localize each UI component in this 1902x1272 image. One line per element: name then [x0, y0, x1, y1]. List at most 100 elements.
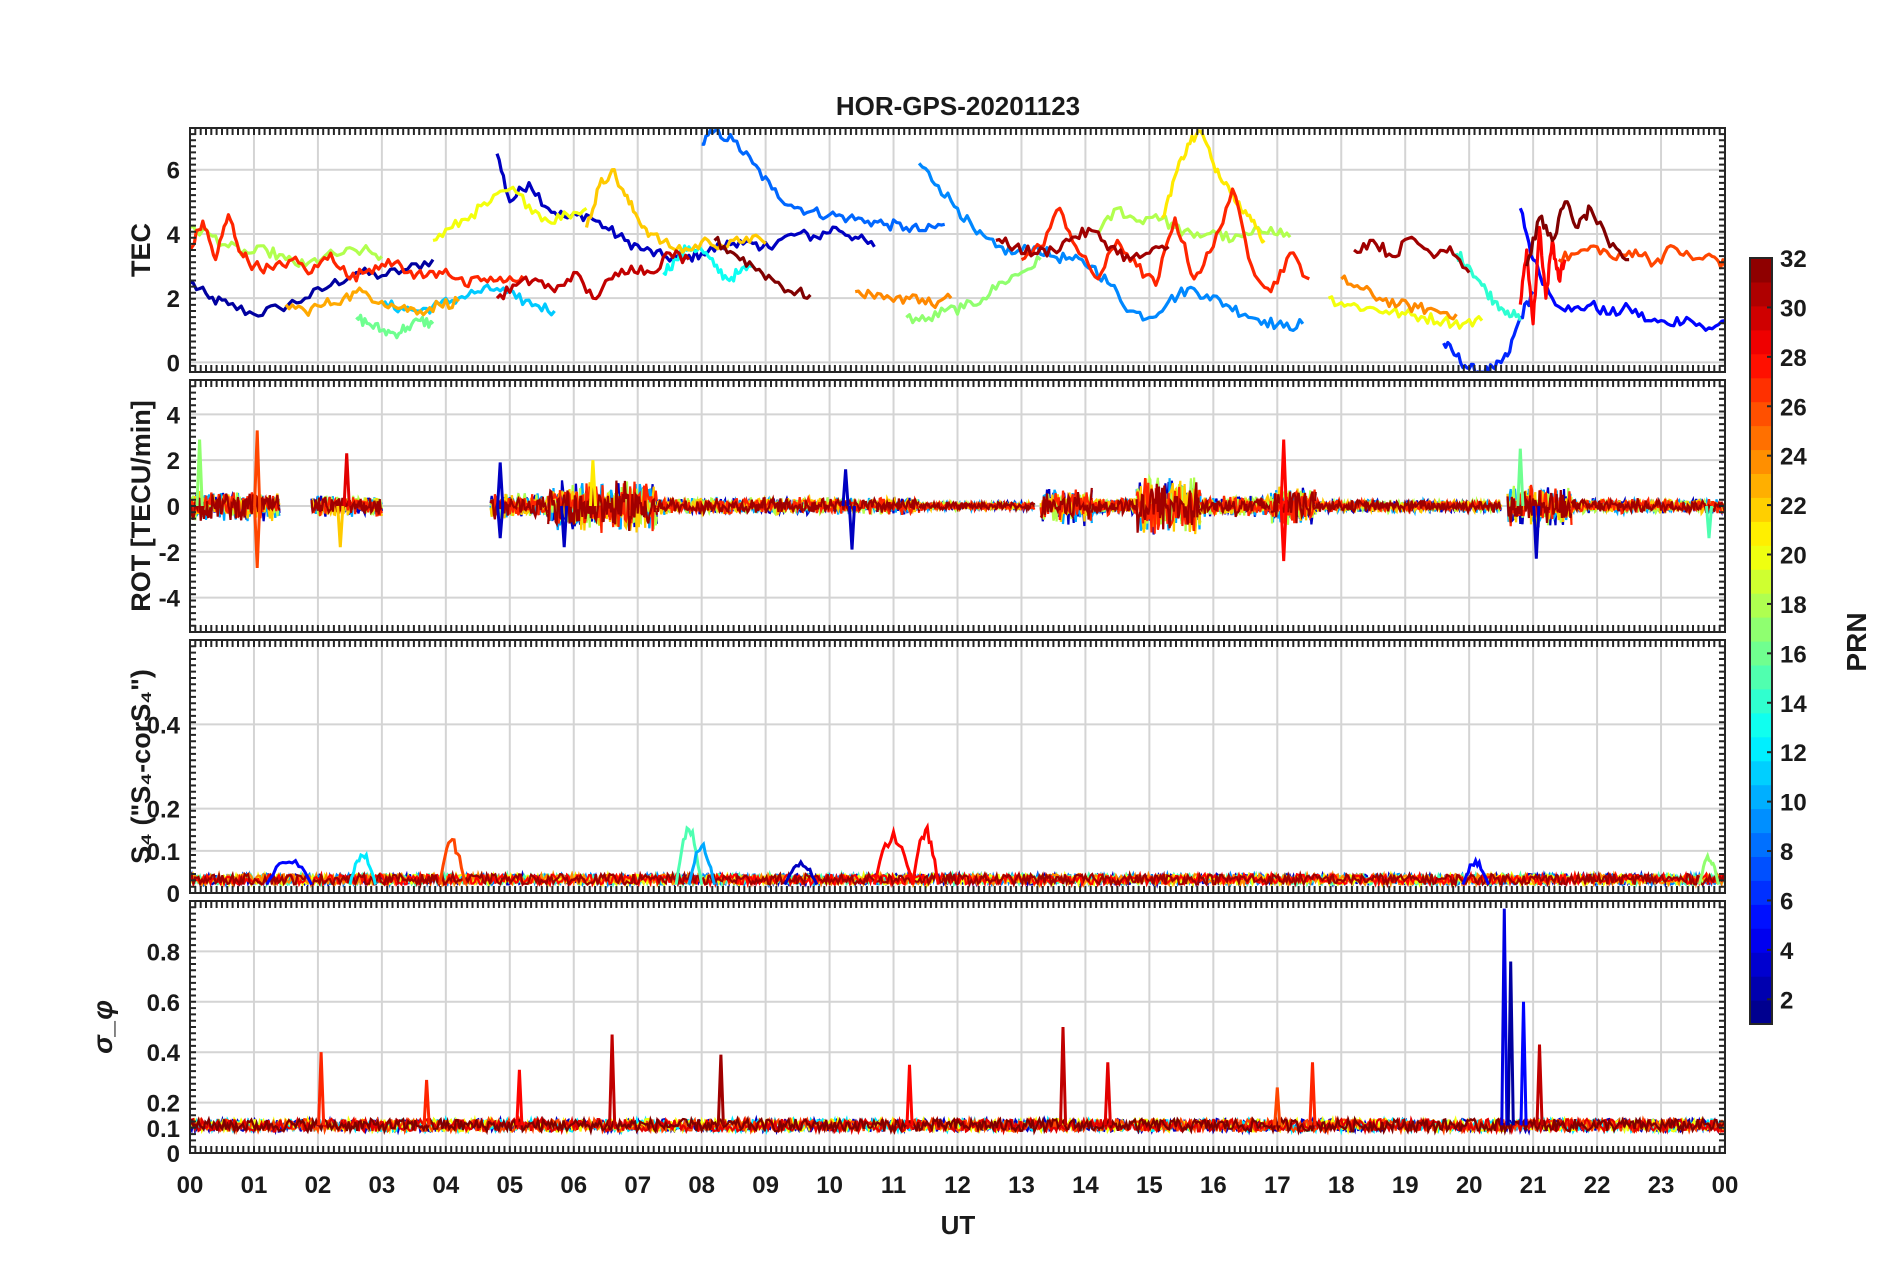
rot-burst-prn-31: [1570, 496, 1725, 516]
x-tick-label: 22: [1584, 1172, 1611, 1199]
y-tick-label: 0: [167, 1141, 180, 1168]
series-line-prn-5: [1518, 207, 1725, 332]
spike-prn-30: [1535, 1044, 1544, 1126]
colorbar-band: [1750, 808, 1772, 834]
spike-prn-2: [1506, 961, 1515, 1126]
rot-burst-prn-31: [1199, 497, 1272, 518]
x-tick-label: 16: [1200, 1172, 1227, 1199]
y-axis-label: σ_φ: [87, 1000, 118, 1054]
colorbar-band: [1750, 401, 1772, 427]
rot-burst-prn-27: [1199, 494, 1272, 517]
y-tick-label: 0.2: [147, 797, 180, 824]
colorbar-band: [1750, 976, 1772, 1001]
y-minor-ticks: [190, 379, 1725, 633]
colorbar-tick-label: 16: [1780, 641, 1807, 668]
x-tick-label: 06: [560, 1172, 587, 1199]
spike-prn-16: [1516, 448, 1525, 507]
colorbar-band: [1750, 784, 1772, 810]
colorbar-band: [1750, 832, 1772, 857]
colorbar-tick-label: 14: [1780, 691, 1807, 718]
s4-bump-prn-10: [687, 840, 716, 885]
plot-area-sigma_phi: [190, 908, 1725, 1136]
colorbar-tick-label: 24: [1780, 444, 1807, 471]
series-line-prn-22: [584, 168, 767, 254]
colorbar-band: [1750, 258, 1772, 283]
sigma-trace-prn-32: [190, 1114, 1725, 1136]
colorbar-band: [1750, 281, 1772, 307]
colorbar-tick-label: 22: [1780, 493, 1807, 520]
spike-prn-5: [1519, 1001, 1528, 1126]
spike-prn-15: [1705, 505, 1714, 539]
y-tick-label: -4: [159, 586, 181, 613]
series-line-prn-16: [355, 313, 435, 340]
series-line-prn-27: [190, 213, 524, 289]
colorbar-band: [1750, 329, 1772, 355]
colorbar-tick-label: 28: [1780, 345, 1807, 372]
series-line-prn-23: [284, 286, 460, 317]
y-tick-label: 0: [167, 350, 180, 377]
x-tick-label: 02: [305, 1172, 332, 1199]
y-tick-label: -2: [159, 540, 180, 567]
x-tick-label: 08: [688, 1172, 715, 1199]
colorbar-band: [1750, 712, 1772, 738]
x-tick-label: 11: [881, 1172, 906, 1199]
s4-bump-prn-28: [872, 825, 915, 885]
plot-area-tec: [190, 128, 1725, 372]
x-axis-label: UT: [941, 1210, 976, 1240]
x-minor-ticks: [189, 380, 1726, 632]
spike-prn-30: [608, 1034, 617, 1126]
x-tick-label: 10: [816, 1172, 843, 1199]
spike-prn-22: [336, 505, 345, 548]
y-tick-label: 2: [167, 286, 180, 313]
spike-prn-31: [716, 1054, 725, 1126]
y-tick-label: 0.2: [147, 1091, 180, 1118]
colorbar-tick-label: 12: [1780, 740, 1807, 767]
series-line-prn-21: [1160, 129, 1266, 244]
x-tick-label: 03: [369, 1172, 396, 1199]
colorbar-band: [1750, 377, 1772, 403]
spike-prn-26: [253, 430, 262, 507]
colorbar-band: [1750, 545, 1772, 570]
rot-burst-prn-31: [1039, 487, 1093, 520]
series-line-prn-26: [1557, 244, 1725, 270]
series-line-prn-31: [1353, 235, 1471, 274]
series-line-prn-28: [1518, 225, 1567, 326]
spike-prn-27: [317, 1052, 326, 1126]
series-line-prn-32: [713, 235, 812, 300]
spike-prn-26: [1273, 1087, 1282, 1126]
colorbar-tick-label: 20: [1780, 543, 1807, 570]
x-tick-label: 20: [1456, 1172, 1483, 1199]
colorbar-band: [1750, 641, 1772, 666]
y-minor-ticks: [190, 127, 1725, 373]
colorbar-band: [1750, 952, 1772, 977]
spike-prn-21: [588, 460, 597, 507]
colorbar-band: [1750, 593, 1772, 618]
y-tick-label: 2: [167, 448, 180, 475]
x-tick-label: 18: [1328, 1172, 1355, 1199]
series-line-prn-17: [905, 255, 1042, 325]
spike-prn-3: [496, 505, 505, 539]
colorbar-band: [1750, 664, 1772, 690]
series-line-prn-20: [432, 185, 588, 242]
spike-prn-26: [253, 505, 262, 568]
s4-trace-prn-31: [190, 869, 1725, 889]
colorbar-band: [1750, 473, 1772, 498]
plot-area-s4: [190, 822, 1725, 889]
colorbar-tick-label: 32: [1780, 246, 1807, 273]
series-line-prn-32: [1525, 200, 1630, 267]
series-line-prn-2: [190, 258, 435, 318]
x-tick-label: 19: [1392, 1172, 1419, 1199]
y-tick-label: 0: [167, 494, 180, 521]
x-tick-label: 00: [1712, 1172, 1739, 1199]
rot-burst-prn-31: [489, 495, 550, 521]
series-line-prn-9: [917, 162, 1305, 332]
series-line-prn-8: [701, 128, 946, 234]
colorbar-band: [1750, 856, 1772, 881]
series-line-prn-30: [495, 249, 691, 301]
colorbar-band: [1750, 497, 1772, 522]
series-line-prn-31: [995, 226, 1170, 263]
spike-prn-28: [905, 1064, 914, 1126]
